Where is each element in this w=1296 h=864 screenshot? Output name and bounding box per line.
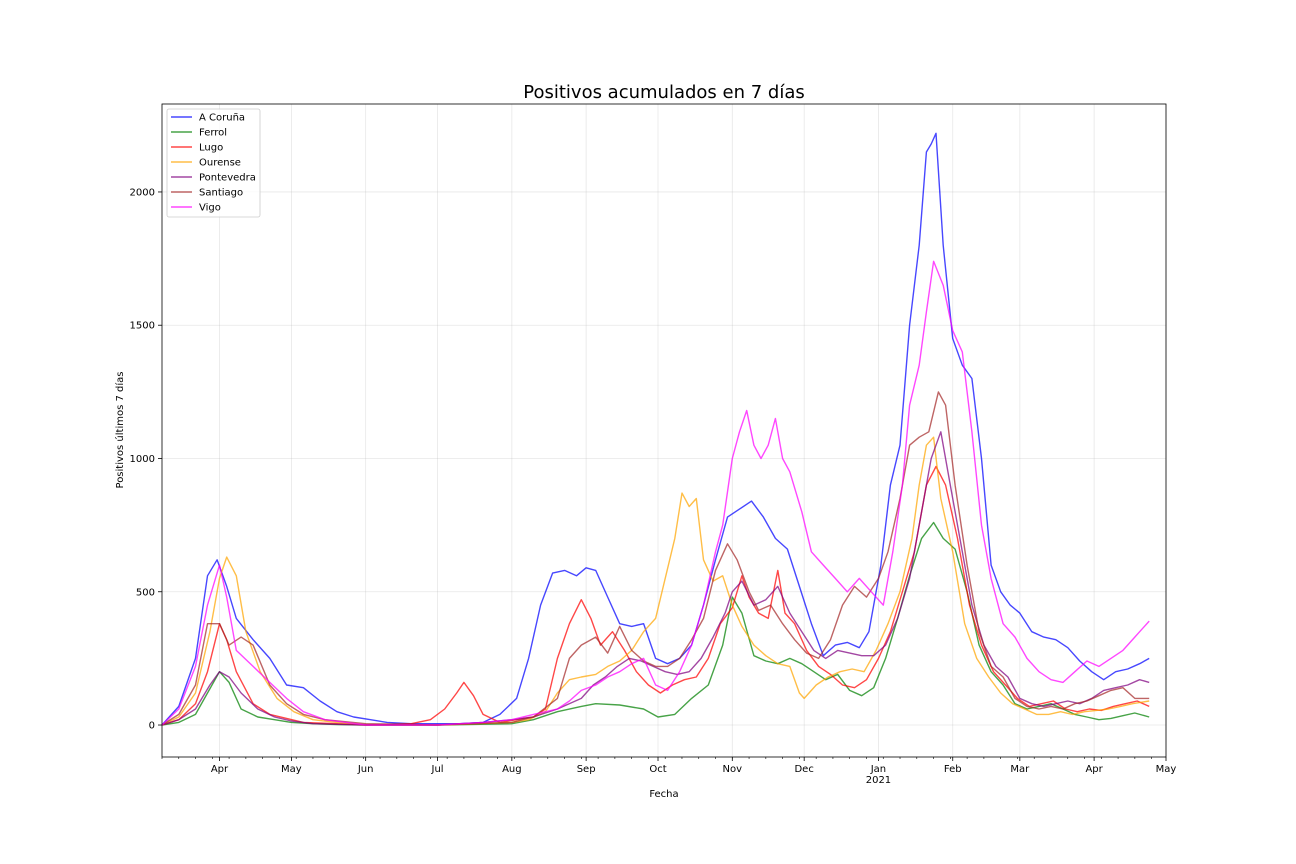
chart-title: Positivos acumulados en 7 días bbox=[523, 82, 805, 103]
legend-box bbox=[166, 108, 261, 218]
series-lines bbox=[161, 132, 1150, 726]
x-tick-label: Apr bbox=[1085, 764, 1103, 775]
x-tick-label: Jan bbox=[870, 764, 886, 775]
series-line-3 bbox=[161, 436, 1150, 726]
x-tick-year-label: 2021 bbox=[866, 775, 891, 786]
y-tick-label: 500 bbox=[136, 587, 155, 598]
legend-label: Ourense bbox=[199, 158, 241, 169]
x-tick-label: Jul bbox=[431, 764, 444, 775]
x-tick-label: May bbox=[1156, 764, 1177, 775]
series-line-0 bbox=[161, 132, 1150, 726]
y-axis-label: Positivos últimos 7 días bbox=[114, 372, 126, 489]
y-axis: 0 500 1000 1500 2000 bbox=[130, 187, 162, 732]
plot-frame bbox=[161, 103, 1167, 758]
legend-label: A Coruña bbox=[199, 113, 245, 124]
x-tick-label: Nov bbox=[723, 764, 743, 775]
series-line-2 bbox=[161, 465, 1150, 726]
series-line-5 bbox=[161, 391, 1150, 726]
x-tick-label: Aug bbox=[502, 764, 522, 775]
legend-label: Ferrol bbox=[199, 128, 227, 139]
x-tick-label: Jun bbox=[357, 764, 374, 775]
y-tick-label: 1000 bbox=[130, 454, 155, 465]
grid bbox=[162, 104, 1167, 757]
x-tick-label: Mar bbox=[1010, 764, 1030, 775]
x-tick-label: Dec bbox=[794, 764, 813, 775]
x-tick-label: Sep bbox=[577, 764, 596, 775]
legend-label: Pontevedra bbox=[199, 173, 256, 184]
x-axis-label: Fecha bbox=[649, 789, 678, 800]
series-line-6 bbox=[161, 260, 1150, 726]
x-tick-label: Feb bbox=[944, 764, 962, 775]
x-tick-label: Apr bbox=[211, 764, 229, 775]
y-tick-label: 0 bbox=[149, 721, 155, 732]
y-tick-label: 2000 bbox=[130, 187, 155, 198]
legend: A Coruña Ferrol Lugo Ourense Pontevedra Santi… bbox=[166, 108, 261, 218]
series-line-1 bbox=[161, 521, 1150, 726]
legend-label: Lugo bbox=[199, 143, 223, 154]
x-tick-label: Oct bbox=[649, 764, 666, 775]
y-tick-label: 1500 bbox=[130, 321, 155, 332]
legend-label: Santiago bbox=[199, 188, 243, 199]
legend-label: Vigo bbox=[199, 203, 221, 214]
x-tick-label: May bbox=[281, 764, 302, 775]
